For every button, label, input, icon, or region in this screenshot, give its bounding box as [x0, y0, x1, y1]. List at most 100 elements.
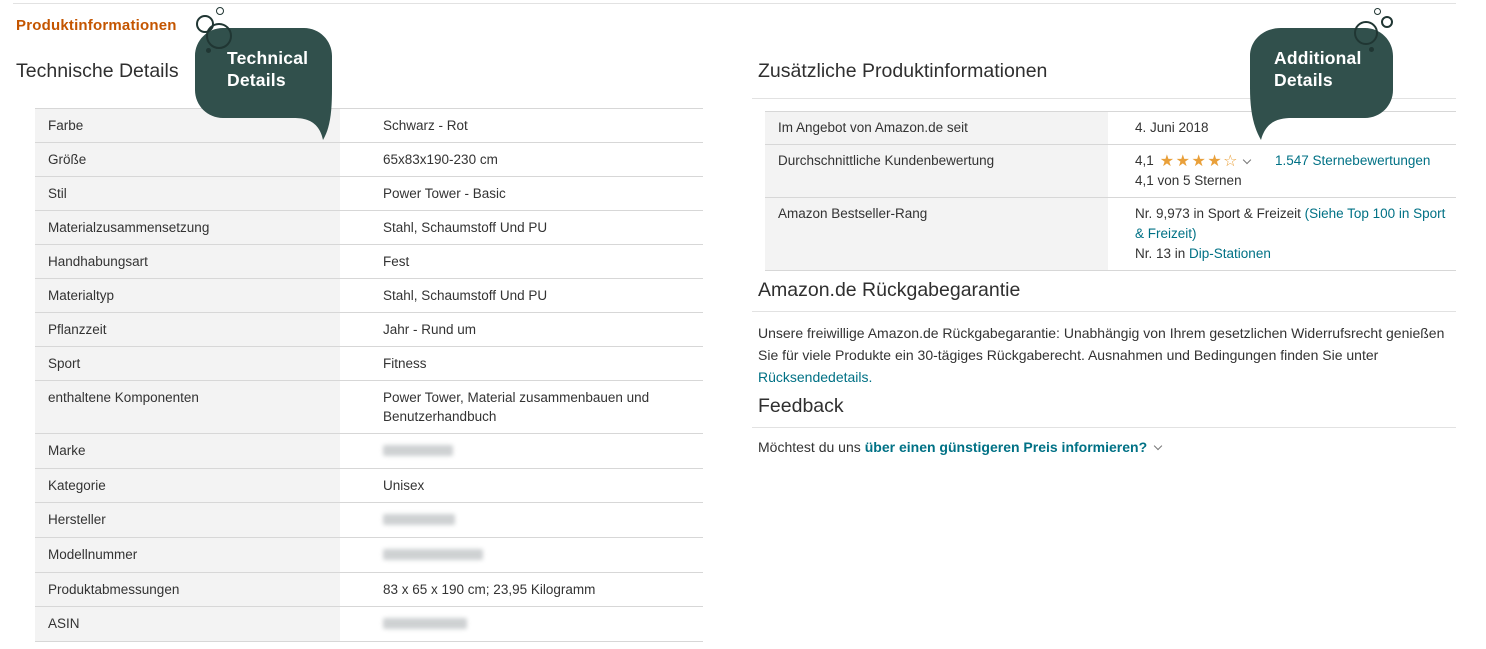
feedback-row: Möchtest du uns über einen günstigeren P…: [758, 438, 1456, 456]
top-divider: [13, 3, 1456, 4]
row-value: Schwarz - Rot: [383, 118, 468, 133]
row-value: Fitness: [383, 356, 427, 371]
row-label: Stil: [35, 177, 340, 210]
table-row: Materialzusammensetzung Stahl, Schaumstof…: [35, 210, 703, 244]
rank-line: Nr. 9,973 in Sport & Freizeit (Siehe Top…: [1135, 204, 1452, 244]
heading-divider: [752, 98, 1456, 99]
callout-line: Details: [227, 70, 286, 90]
table-row: enthaltene Komponenten Power Tower, Mater…: [35, 380, 703, 433]
row-label: ASIN: [35, 607, 340, 641]
rank-category-link[interactable]: Dip-Stationen: [1189, 246, 1271, 261]
row-value: 4. Juni 2018: [1135, 120, 1209, 135]
row-value: [340, 538, 703, 572]
rank-category-link[interactable]: (Siehe Top 100 in Sport & Freizeit): [1135, 206, 1446, 241]
section-label: Produktinformationen: [16, 17, 177, 34]
row-value: Nr. 9,973 in Sport & Freizeit (Siehe Top…: [1108, 198, 1456, 270]
decorative-bubble-icon: [1374, 8, 1381, 15]
row-value: [340, 607, 703, 641]
decorative-bubble-icon: [216, 7, 224, 15]
rating-line: 4,1 ★★★★☆ 1.547 Sternebewertungen: [1135, 151, 1452, 171]
row-value: Power Tower, Material zusammenbauen und …: [383, 390, 650, 424]
redacted-value: [383, 514, 455, 525]
redacted-value: [383, 549, 483, 560]
table-row: Größe 65x83x190-230 cm: [35, 142, 703, 176]
table-row: Durchschnittliche Kundenbewertung 4,1 ★★★★…: [765, 144, 1456, 197]
table-row: Stil Power Tower - Basic: [35, 176, 703, 210]
additional-details-callout-bubble: [1250, 28, 1393, 140]
table-row: ASIN: [35, 606, 703, 641]
row-label: enthaltene Komponenten: [35, 381, 340, 433]
redacted-value: [383, 618, 467, 629]
table-row: Produktabmessungen 83 x 65 x 190 cm; 23,9…: [35, 572, 703, 606]
technical-details-callout-bubble: [195, 28, 332, 140]
feedback-prefix: Möchtest du uns: [758, 439, 861, 455]
row-label: Hersteller: [35, 503, 340, 537]
row-label: Im Angebot von Amazon.de seit: [765, 112, 1108, 144]
decorative-bubble-icon: [206, 23, 232, 49]
table-row: Kategorie Unisex: [35, 468, 703, 502]
table-row: Handhabungsart Fest: [35, 244, 703, 278]
row-label: Kategorie: [35, 469, 340, 502]
feedback-divider: [752, 427, 1456, 428]
callout-line: Additional: [1274, 48, 1362, 68]
row-value: 4,1 ★★★★☆ 1.547 Sternebewertungen 4,1 von 5…: [1108, 145, 1456, 197]
chevron-down-icon[interactable]: [1242, 155, 1252, 164]
returns-heading: Amazon.de Rückgabegarantie: [758, 279, 1021, 301]
rank-line: Nr. 13 in Dip-Stationen: [1135, 244, 1452, 264]
rating-score: 4,1: [1135, 153, 1154, 168]
callout-line: Details: [1274, 70, 1333, 90]
row-value: Stahl, Schaumstoff Und PU: [383, 288, 548, 303]
decorative-bubble-icon: [1369, 47, 1374, 52]
chevron-down-icon[interactable]: [1153, 441, 1163, 450]
product-information-section: Produktinformationen Technische Details …: [16, 17, 706, 642]
returns-divider: [752, 311, 1456, 312]
row-value: [340, 434, 703, 468]
row-label: Produktabmessungen: [35, 573, 340, 606]
row-value: [340, 503, 703, 537]
callout-line: Technical: [227, 48, 309, 68]
additional-callout-label: Additional Details: [1274, 47, 1362, 91]
row-label: Marke: [35, 434, 340, 468]
row-label: Sport: [35, 347, 340, 380]
table-row: Amazon Bestseller-Rang Nr. 9,973 in Sport…: [765, 197, 1456, 270]
row-label: Größe: [35, 143, 340, 176]
row-label: Modellnummer: [35, 538, 340, 572]
table-row: Sport Fitness: [35, 346, 703, 380]
row-label: Durchschnittliche Kundenbewertung: [765, 145, 1108, 197]
rating-subtext: 4,1 von 5 Sternen: [1135, 173, 1242, 188]
table-row: Marke: [35, 433, 703, 468]
row-label: Materialzusammensetzung: [35, 211, 340, 244]
rank-text: Nr. 13 in: [1135, 246, 1190, 261]
table-row: Hersteller: [35, 502, 703, 537]
table-row: Im Angebot von Amazon.de seit 4. Juni 201…: [765, 111, 1456, 144]
technical-details-table: Farbe Schwarz - Rot Größe 65x83x190-230 cm S…: [35, 108, 703, 642]
table-row: Pflanzzeit Jahr - Rund um: [35, 312, 703, 346]
returns-text: Unsere freiwillige Amazon.de Rückgabegar…: [758, 322, 1458, 388]
additional-info-table: Im Angebot von Amazon.de seit 4. Juni 201…: [765, 111, 1456, 271]
table-row: Modellnummer: [35, 537, 703, 572]
row-value: Unisex: [383, 478, 425, 493]
row-value: Power Tower - Basic: [383, 186, 506, 201]
returns-details-link[interactable]: Rücksendedetails.: [758, 369, 873, 385]
decorative-bubble-icon: [206, 48, 211, 53]
table-row: Farbe Schwarz - Rot: [35, 108, 703, 142]
feedback-heading: Feedback: [758, 395, 844, 417]
decorative-bubble-icon: [1381, 16, 1393, 28]
technical-callout-label: Technical Details: [227, 47, 308, 91]
redacted-value: [383, 445, 453, 456]
row-value: Fest: [383, 254, 410, 269]
star-rating-icon[interactable]: ★★★★☆: [1159, 151, 1239, 170]
table-row: Materialtyp Stahl, Schaumstoff Und PU: [35, 278, 703, 312]
row-value: Stahl, Schaumstoff Und PU: [383, 220, 548, 235]
row-label: Materialtyp: [35, 279, 340, 312]
additional-information-section: Zusätzliche Produktinformationen Im Ange…: [752, 60, 1456, 456]
returns-text-body: Unsere freiwillige Amazon.de Rückgabegar…: [758, 325, 1445, 363]
row-value: 65x83x190-230 cm: [383, 152, 498, 167]
lower-price-link[interactable]: über einen günstigeren Preis informieren…: [864, 439, 1148, 455]
row-label: Pflanzzeit: [35, 313, 340, 346]
technical-details-heading: Technische Details: [16, 60, 179, 82]
decorative-bubble-icon: [1354, 21, 1378, 45]
row-value: Jahr - Rund um: [383, 322, 477, 337]
row-label: Handhabungsart: [35, 245, 340, 278]
reviews-count-link[interactable]: 1.547 Sternebewertungen: [1275, 153, 1431, 168]
